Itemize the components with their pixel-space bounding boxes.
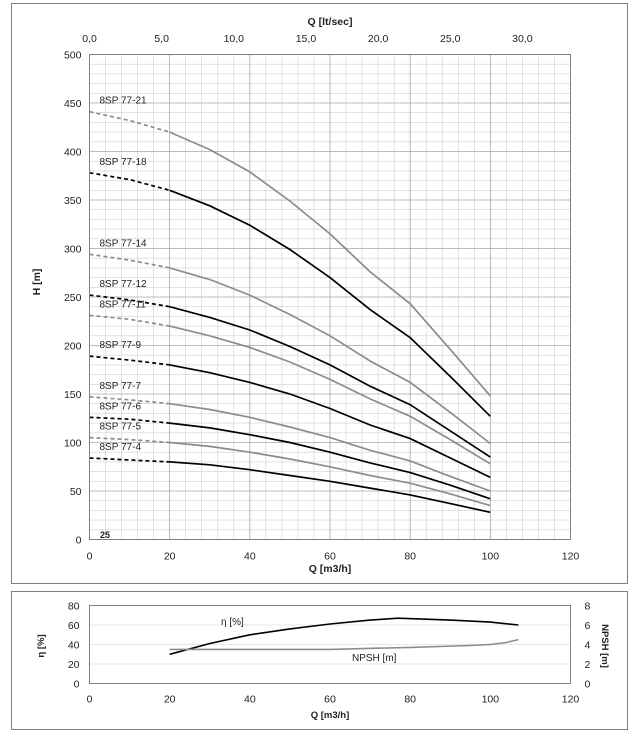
series-dashed-segment (89, 171, 170, 192)
x-tick-label: 60 (324, 551, 336, 563)
efficiency-left-tick-label: 0 (74, 679, 80, 691)
top-x-tick-label: 10,0 (224, 33, 245, 45)
x-tick-label: 0 (87, 551, 93, 563)
efficiency-x-tick-label: 40 (244, 694, 256, 706)
x-tick-label: 100 (482, 551, 500, 563)
efficiency-grid (89, 624, 571, 665)
series-label: 8SP 77-14 (100, 238, 148, 249)
y-tick-label: 200 (64, 341, 82, 353)
y-tick-label: 400 (64, 147, 82, 159)
series-line (169, 364, 491, 479)
series-dashed-segment (89, 355, 170, 366)
series-label: 8SP 77-9 (100, 340, 142, 351)
efficiency-line (169, 617, 519, 656)
y-tick-label: 250 (64, 292, 82, 304)
efficiency-right-axis-title: NPSH [m] (599, 624, 610, 668)
efficiency-left-tick-label: 20 (68, 659, 80, 671)
series-line (169, 325, 491, 465)
series-line (169, 422, 491, 500)
series-line (169, 131, 491, 397)
efficiency-plot-area (89, 605, 571, 684)
efficiency-x-tick-label: 80 (404, 694, 416, 706)
y-axis-title: H [m] (31, 269, 43, 296)
main-plot-area (89, 54, 571, 540)
efficiency-x-tick-label: 100 (482, 694, 500, 706)
efficiency-right-tick-label: 0 (585, 679, 591, 691)
efficiency-x-tick-label: 20 (164, 694, 176, 706)
series-label: 8SP 77-18 (100, 157, 148, 168)
series-dashed-segment (89, 314, 170, 327)
efficiency-right-tick-label: 6 (585, 620, 591, 632)
y-tick-label: 500 (64, 50, 82, 62)
efficiency-chart-panel (11, 591, 628, 730)
y-tick-label: 300 (64, 244, 82, 256)
efficiency-right-tick-label: 2 (585, 659, 591, 671)
series-line (169, 267, 491, 445)
efficiency-curves (169, 617, 519, 656)
npsh-line (169, 638, 519, 651)
series-dashed-segment (89, 436, 170, 444)
series-label: 8SP 77-12 (100, 279, 148, 290)
top-x-tick-label: 20,0 (368, 33, 389, 45)
x-tick-label: 20 (164, 551, 176, 563)
top-x-tick-label: 25,0 (440, 33, 461, 45)
curve-labels: 8SP 77-21 8SP 77-18 8SP 77-14 8SP 77-12 8SP … (100, 96, 148, 453)
x-tick-label: 80 (404, 551, 416, 563)
small-label: 25 (100, 530, 110, 540)
y-tick-label: 350 (64, 195, 82, 207)
main-chart-panel (11, 3, 628, 584)
series-line (169, 461, 491, 514)
efficiency-x-tick-label: 120 (562, 694, 580, 706)
head-curves (89, 110, 491, 514)
main-tick-labels: 0 50 100 150 200 250 300 350 400 450 500 0 20 40 60 80 1… (64, 33, 579, 563)
top-x-tick-label: 30,0 (512, 33, 533, 45)
series-label: 8SP 77-6 (100, 401, 142, 412)
efficiency-x-tick-label: 0 (87, 694, 93, 706)
series-line (169, 402, 491, 492)
efficiency-x-axis-title: Q [m3/h] (311, 710, 350, 721)
y-tick-label: 100 (64, 438, 82, 450)
series-dashed-segment (89, 110, 170, 133)
series-label: 8SP 77-21 (100, 96, 148, 107)
x-tick-label: 120 (562, 551, 580, 563)
efficiency-left-tick-label: 40 (68, 640, 80, 652)
series-line (169, 189, 491, 417)
top-x-tick-label: 15,0 (296, 33, 317, 45)
y-tick-label: 450 (64, 98, 82, 110)
series-label: 8SP 77-7 (100, 381, 142, 392)
efficiency-left-tick-label: 60 (68, 620, 80, 632)
series-dashed-segment (89, 253, 170, 269)
series-label: 8SP 77-11 (100, 299, 147, 310)
top-x-tick-label: 0,0 (82, 33, 97, 45)
x-axis-title: Q [m3/h] (309, 563, 352, 575)
efficiency-left-tick-label: 80 (68, 601, 80, 613)
top-x-axis-title: Q [lt/sec] (308, 16, 353, 28)
y-tick-label: 150 (64, 389, 82, 401)
efficiency-series-label: η [%] (221, 617, 244, 628)
series-label: 8SP 77-5 (100, 422, 142, 433)
x-tick-label: 40 (244, 551, 256, 563)
series-label: 8SP 77-4 (100, 442, 142, 453)
efficiency-left-axis-title: η [%] (36, 634, 47, 657)
npsh-series-label: NPSH [m] (352, 653, 397, 664)
efficiency-x-tick-label: 60 (324, 694, 336, 706)
y-tick-label: 50 (70, 486, 82, 498)
efficiency-right-tick-label: 4 (585, 640, 591, 652)
y-tick-label: 0 (76, 535, 82, 547)
efficiency-right-tick-label: 8 (585, 601, 591, 613)
series-line (169, 305, 491, 458)
top-x-tick-label: 5,0 (154, 33, 169, 45)
series-dashed-segment (89, 457, 170, 463)
series-line (169, 441, 491, 507)
